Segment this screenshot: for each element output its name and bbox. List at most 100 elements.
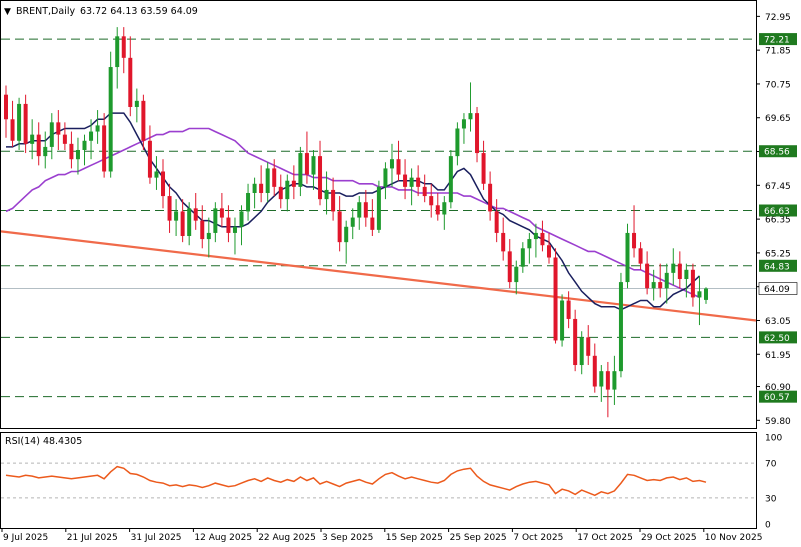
- candle-body: [128, 57, 133, 107]
- candle-body: [579, 337, 584, 366]
- price-tick-label: 61.95: [765, 351, 791, 361]
- rsi-tick-label: 0: [765, 521, 771, 531]
- level-box: [759, 204, 797, 217]
- candle-body: [43, 146, 48, 157]
- candle-body: [17, 103, 22, 141]
- candle: [62, 122, 67, 150]
- candle: [311, 149, 316, 190]
- candle-body: [383, 168, 388, 187]
- candle-body: [475, 113, 480, 154]
- candle: [586, 325, 591, 366]
- candle-body: [324, 189, 329, 200]
- header-marker[interactable]: ▼: [4, 7, 11, 17]
- level-box-label: 66.63: [764, 207, 790, 217]
- candle: [363, 189, 368, 227]
- ohlc-values: 63.72 64.13 63.59 64.09: [80, 6, 198, 17]
- candle: [141, 94, 146, 150]
- candle: [30, 119, 35, 160]
- candle: [625, 223, 630, 289]
- candle-body: [357, 202, 362, 218]
- candle-body: [95, 125, 100, 132]
- level-box: [759, 259, 797, 272]
- candle: [324, 171, 329, 215]
- candle-body: [592, 355, 597, 387]
- candle: [403, 159, 408, 200]
- candle-body: [115, 36, 120, 68]
- candle: [108, 51, 113, 178]
- candle: [520, 242, 525, 273]
- candle: [161, 159, 166, 209]
- candle: [507, 239, 512, 289]
- candle-body: [206, 232, 211, 240]
- candle: [664, 263, 669, 304]
- candle: [56, 110, 61, 150]
- candle-body: [645, 263, 650, 289]
- price-tick-label: 67.45: [765, 182, 791, 192]
- candle-body: [540, 232, 545, 246]
- candle: [350, 208, 355, 240]
- candle-body: [75, 149, 80, 160]
- candle: [95, 110, 100, 144]
- candle: [265, 162, 270, 203]
- candle-body: [30, 134, 35, 144]
- candle: [704, 287, 708, 304]
- price-tick-label: 72.95: [765, 13, 791, 23]
- candle-body: [501, 232, 506, 252]
- candle: [632, 205, 637, 258]
- candle-body: [370, 217, 375, 230]
- candle: [298, 146, 303, 197]
- candle: [239, 205, 244, 246]
- candle: [102, 113, 107, 178]
- level-box: [759, 331, 797, 344]
- candle: [200, 205, 205, 249]
- candle: [429, 183, 434, 218]
- candle-body: [337, 211, 342, 243]
- candle-body: [690, 269, 695, 298]
- candle: [514, 260, 519, 295]
- candle: [481, 140, 486, 190]
- candle: [154, 156, 159, 190]
- time-tick-label: 3 Sep 2025: [322, 533, 373, 543]
- candle: [566, 291, 571, 329]
- level-box-label: 64.83: [764, 262, 790, 272]
- candle: [435, 192, 440, 221]
- rsi-layer: 100 70 30 0: [1, 434, 782, 531]
- candle-body: [448, 156, 453, 203]
- candle-body: [239, 211, 244, 227]
- candle-body: [265, 168, 270, 193]
- candle-body: [187, 208, 192, 237]
- price-tick-label: 65.25: [765, 249, 791, 259]
- candle: [49, 113, 54, 160]
- candle: [82, 134, 87, 166]
- candle-body: [632, 232, 637, 249]
- candle-body: [533, 232, 538, 240]
- candle: [651, 269, 656, 301]
- candle-body: [389, 159, 394, 169]
- candle-body: [82, 140, 87, 150]
- candle: [605, 361, 610, 418]
- horizontal-levels: [1, 38, 756, 398]
- candle-body: [232, 226, 237, 233]
- candle-body: [180, 211, 185, 237]
- candle-body: [664, 272, 669, 289]
- candle-body: [409, 177, 414, 187]
- level-box-label: 72.21: [764, 36, 790, 46]
- candle: [219, 192, 224, 227]
- candle-body: [704, 288, 708, 300]
- candle-body: [147, 140, 152, 178]
- candle-body: [566, 300, 571, 319]
- candle: [533, 223, 538, 258]
- candle: [291, 165, 296, 200]
- candle-body: [625, 232, 630, 283]
- candle-body: [671, 263, 676, 273]
- candle-body: [573, 318, 578, 366]
- price-tick-label: 66.35: [765, 216, 791, 226]
- candle-body: [442, 202, 447, 215]
- candle-body: [167, 196, 172, 221]
- candle: [187, 202, 192, 246]
- candle: [128, 36, 133, 117]
- candle-body: [677, 263, 682, 280]
- time-tick-label: 7 Oct 2025: [513, 533, 563, 543]
- ma-short-line: [6, 112, 701, 311]
- candle-body: [435, 205, 440, 215]
